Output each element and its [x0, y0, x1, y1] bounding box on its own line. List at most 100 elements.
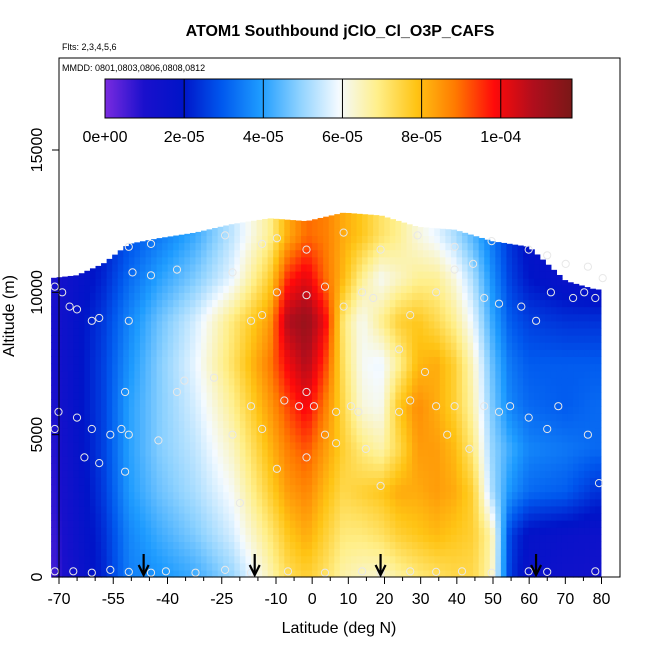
heatmap-cell: [262, 299, 269, 308]
heatmap-cell: [300, 569, 308, 578]
heatmap-cell: [178, 406, 185, 414]
heatmap-cell: [134, 555, 141, 564]
heatmap-cell: [373, 320, 380, 329]
heatmap-cell: [78, 413, 85, 422]
heatmap-cell: [589, 520, 596, 528]
heatmap-cell: [556, 363, 563, 372]
heatmap-cell: [450, 456, 458, 464]
heatmap-cell: [289, 249, 297, 258]
heatmap-cell: [489, 448, 496, 457]
heatmap-cell: [489, 520, 496, 528]
heatmap-cell: [201, 427, 208, 436]
heatmap-cell: [95, 477, 102, 486]
heatmap-cell: [534, 420, 541, 429]
heatmap-cell: [62, 555, 69, 564]
heatmap-cell: [95, 427, 102, 436]
heatmap-cell: [156, 320, 163, 329]
heatmap-cell: [495, 349, 502, 357]
heatmap-cell: [595, 555, 602, 564]
heatmap-cell: [195, 320, 202, 329]
heatmap-cell: [384, 541, 391, 550]
heatmap-cell: [356, 270, 363, 279]
heatmap-cell: [156, 448, 163, 457]
heatmap-cell: [151, 420, 158, 429]
heatmap-cell: [350, 562, 358, 571]
heatmap-cell: [556, 313, 563, 322]
x-tick-label: 40: [448, 591, 466, 608]
heatmap-cell: [123, 256, 130, 265]
heatmap-cell: [328, 256, 335, 265]
heatmap-cell: [528, 434, 535, 443]
heatmap-cell: [434, 498, 441, 507]
heatmap-cell: [178, 391, 185, 400]
heatmap-cell: [273, 427, 280, 436]
heatmap-cell: [262, 327, 269, 336]
heatmap-cell: [234, 228, 241, 236]
heatmap-cell: [251, 491, 258, 500]
heatmap-cell: [412, 441, 419, 450]
heatmap-cell: [78, 342, 85, 350]
heatmap-cell: [178, 285, 185, 293]
heatmap-cell: [217, 569, 224, 578]
heatmap-cell: [456, 270, 463, 279]
heatmap-cell: [117, 406, 124, 414]
heatmap-cell: [539, 470, 546, 478]
heatmap-cell: [489, 534, 496, 543]
heatmap-cell: [95, 292, 102, 301]
heatmap-cell: [356, 427, 363, 436]
heatmap-cell: [378, 512, 385, 521]
heatmap-cell: [67, 456, 74, 464]
heatmap-cell: [73, 456, 80, 464]
heatmap-cell: [295, 520, 302, 528]
heatmap-cell: [251, 221, 258, 229]
heatmap-cell: [312, 463, 319, 471]
heatmap-cell: [384, 370, 391, 379]
heatmap-cell: [145, 484, 152, 493]
heatmap-cell: [434, 342, 441, 350]
heatmap-cell: [534, 527, 541, 535]
heatmap-cell: [484, 520, 491, 528]
heatmap-cell: [584, 541, 591, 550]
heatmap-cell: [162, 541, 169, 550]
heatmap-cell: [412, 263, 419, 272]
heatmap-cell: [306, 477, 313, 486]
heatmap-cell: [506, 349, 513, 357]
heatmap-cell: [223, 363, 230, 372]
heatmap-cell: [173, 427, 180, 436]
heatmap-cell: [317, 335, 324, 343]
heatmap-cell: [134, 463, 141, 471]
heatmap-cell: [350, 534, 358, 543]
heatmap-cell: [445, 349, 452, 357]
heatmap-cell: [162, 562, 169, 571]
colorbar-tick-label: 8e-05: [401, 129, 442, 146]
heatmap-cell: [239, 306, 247, 315]
heatmap-cell: [101, 498, 108, 507]
heatmap-cell: [462, 232, 469, 236]
heatmap-cell: [595, 434, 602, 443]
heatmap-cell: [284, 420, 291, 429]
heatmap-cell: [567, 349, 574, 357]
heatmap-cell: [512, 434, 519, 443]
observation-point: [272, 234, 281, 243]
heatmap-cell: [151, 391, 158, 400]
heatmap-cell: [406, 498, 413, 507]
heatmap-cell: [417, 420, 424, 429]
heatmap-cell: [184, 313, 191, 322]
heatmap-cell: [201, 391, 208, 400]
heatmap-cell: [212, 242, 219, 251]
heatmap-cell: [306, 270, 313, 279]
heatmap-cell: [339, 406, 346, 414]
heatmap-cell: [73, 484, 80, 493]
heatmap-cell: [389, 349, 396, 357]
heatmap-cell: [217, 306, 224, 315]
heatmap-cell: [212, 356, 219, 365]
heatmap-cell: [195, 562, 202, 571]
heatmap-cell: [89, 512, 97, 521]
heatmap-cell: [367, 256, 374, 265]
heatmap-cell: [228, 470, 235, 478]
heatmap-cell: [539, 413, 546, 422]
heatmap-cell: [345, 569, 352, 578]
heatmap-cell: [367, 406, 374, 414]
heatmap-cell: [245, 335, 252, 343]
heatmap-cell: [384, 320, 391, 329]
